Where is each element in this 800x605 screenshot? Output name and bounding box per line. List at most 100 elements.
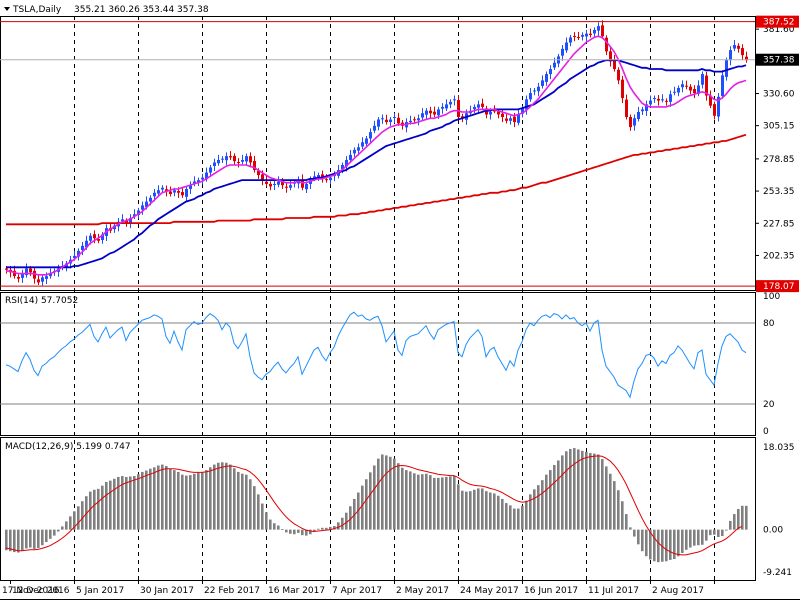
macd-bar <box>197 472 200 530</box>
candle-body <box>185 188 188 197</box>
macd-bar <box>181 474 184 530</box>
candle-body <box>37 279 40 283</box>
candle-body <box>613 59 616 70</box>
macd-bar <box>421 474 424 530</box>
macd-bar <box>317 528 320 530</box>
candle-body <box>177 191 180 193</box>
candle-body <box>437 109 440 116</box>
macd-bar <box>745 505 748 530</box>
candle-body <box>701 74 704 85</box>
macd-bar <box>293 529 296 535</box>
macd-bar <box>273 523 276 530</box>
macd-bar <box>133 476 136 530</box>
macd-bar <box>105 481 108 530</box>
macd-bar <box>433 477 436 530</box>
macd-bar <box>277 525 280 530</box>
macd-bar <box>465 491 468 530</box>
ma-slow-line <box>6 133 747 226</box>
macd-bar <box>473 489 476 530</box>
macd-bar <box>545 474 548 530</box>
macd-bar <box>177 471 180 530</box>
macd-bar <box>173 470 176 530</box>
macd-bar <box>261 503 264 530</box>
x-tick-label: 12 Dec 2016 <box>12 586 70 596</box>
candle-body <box>321 174 324 178</box>
ma-fast-line <box>6 35 747 276</box>
macd-bar <box>41 529 44 546</box>
candle-body <box>497 111 500 115</box>
macd-bar <box>329 526 332 530</box>
macd-bar <box>469 491 472 530</box>
macd-bar <box>461 490 464 530</box>
macd-bar <box>145 470 148 530</box>
price-tick-label: 330.60 <box>763 90 795 100</box>
price-tick-label: 227.85 <box>763 219 795 229</box>
macd-bar <box>57 529 60 532</box>
macd-tick-label: -9.241 <box>763 568 792 578</box>
candle-body <box>433 111 436 115</box>
macd-bar <box>129 476 132 530</box>
macd-bar <box>205 470 208 530</box>
candle-body <box>745 56 748 61</box>
macd-bar <box>137 474 140 530</box>
macd-bar <box>321 527 324 530</box>
triangle-down-icon[interactable] <box>4 7 10 11</box>
candle-body <box>617 69 620 81</box>
candle-body <box>489 111 492 115</box>
macd-panel[interactable] <box>5 448 748 563</box>
candle-body <box>521 108 524 114</box>
rsi-tick-label: 80 <box>763 319 775 329</box>
macd-bar <box>341 517 344 530</box>
macd-bar <box>245 474 248 530</box>
last-price-label-box <box>756 53 799 66</box>
candle-body <box>365 138 368 144</box>
price-tick-label: 253.35 <box>763 187 795 197</box>
rsi-frame <box>0 292 756 436</box>
ohlc-values: 355.21 360.26 353.44 357.38 <box>74 5 209 15</box>
macd-bar <box>653 529 656 562</box>
macd-bar <box>561 455 564 530</box>
x-tick-label: 2 May 2017 <box>396 586 449 596</box>
macd-bar <box>237 471 240 530</box>
rsi-panel[interactable] <box>0 311 755 405</box>
macd-bar <box>209 467 212 530</box>
candle-body <box>737 45 740 49</box>
macd-bar <box>269 519 272 530</box>
x-tick-label: 16 Jun 2017 <box>524 586 578 596</box>
macd-bar <box>677 529 680 557</box>
macd-bar <box>97 488 100 530</box>
candle-body <box>421 113 424 118</box>
macd-bar <box>657 529 660 563</box>
macd-bar <box>333 525 336 530</box>
candle-body <box>697 85 700 94</box>
macd-bar <box>157 465 160 530</box>
candle-body <box>65 263 68 268</box>
macd-bar <box>365 479 368 530</box>
candle-body <box>277 181 280 185</box>
macd-bar <box>37 529 40 548</box>
ma-mid-line <box>6 59 747 269</box>
candle-body <box>693 88 696 94</box>
candle-body <box>413 119 416 121</box>
candle-body <box>353 149 356 154</box>
macd-bar <box>373 465 376 530</box>
price-panel[interactable] <box>0 20 755 287</box>
candle-body <box>581 34 584 37</box>
candle-body <box>33 270 36 279</box>
macd-bar <box>409 471 412 530</box>
macd-bar <box>713 529 716 535</box>
macd-bar <box>485 491 488 530</box>
candle-body <box>29 268 32 273</box>
macd-bar <box>13 529 16 553</box>
macd-bar <box>549 470 552 530</box>
candle-body <box>81 245 84 251</box>
candle-body <box>545 74 548 82</box>
macd-bar <box>217 462 220 530</box>
x-tick-label: 16 Mar 2017 <box>268 586 325 596</box>
macd-bar <box>61 526 64 530</box>
candle-body <box>237 161 240 163</box>
candle-body <box>349 154 352 160</box>
macd-bar <box>737 509 740 530</box>
macd-bar <box>369 472 372 530</box>
macd-bar <box>453 476 456 530</box>
